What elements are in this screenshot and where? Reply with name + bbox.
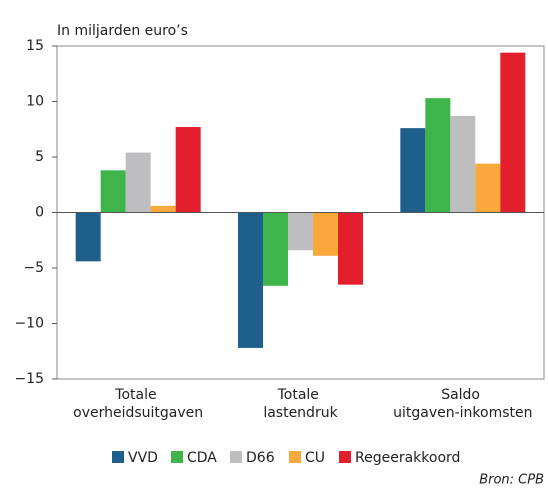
- bar: [450, 115, 476, 213]
- x-tick-label: Totale overheidsuitgaven: [73, 387, 203, 421]
- bar: [263, 212, 288, 286]
- bar: [338, 212, 363, 285]
- legend-swatch: [171, 451, 183, 463]
- x-tick-label: Saldo uitgaven-inkomsten: [393, 387, 532, 421]
- legend-label: CU: [305, 450, 325, 466]
- bar: [125, 152, 151, 213]
- y-tick-label: −10: [14, 316, 44, 332]
- legend-label: Regeerakkoord: [355, 450, 460, 466]
- bar: [288, 212, 313, 251]
- bar: [100, 170, 126, 213]
- bar: [475, 163, 501, 213]
- legend-label: VVD: [128, 450, 158, 466]
- bar: [400, 128, 426, 213]
- source: Bron: CPB: [479, 473, 544, 488]
- x-tick-label: Totale lastendruk: [263, 387, 338, 421]
- legend-swatch: [230, 451, 242, 463]
- y-tick-label: 0: [35, 205, 44, 221]
- bar: [425, 98, 451, 213]
- bar: [500, 52, 526, 213]
- bar: [238, 212, 263, 348]
- y-tick-label: −5: [23, 260, 44, 276]
- bar: [75, 212, 101, 262]
- legend-swatch: [112, 451, 124, 463]
- legend-label: D66: [246, 450, 275, 466]
- legend-swatch: [289, 451, 301, 463]
- bar: [150, 205, 176, 213]
- y-tick-label: 5: [35, 149, 44, 165]
- legend-swatch: [339, 451, 351, 463]
- bar: [175, 127, 201, 213]
- y-tick-label: 10: [26, 94, 44, 110]
- legend-label: CDA: [187, 450, 217, 466]
- y-axis-label: In miljarden euro’s: [57, 23, 188, 39]
- y-tick-label: 15: [26, 38, 44, 54]
- bar: [313, 212, 338, 256]
- y-tick-label: −15: [14, 371, 44, 387]
